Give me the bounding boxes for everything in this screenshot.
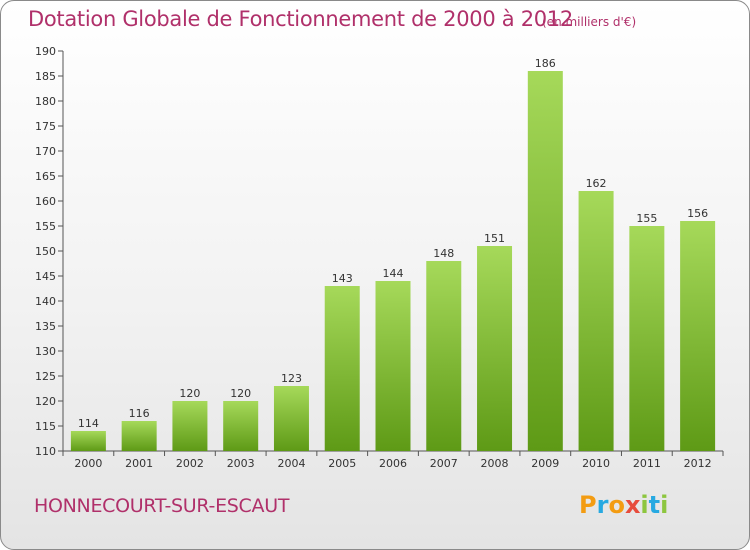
logo-letter: o (608, 491, 625, 519)
bar (680, 221, 716, 451)
x-tick-label: 2002 (176, 457, 204, 470)
bar (578, 191, 614, 451)
bar-value-label: 144 (383, 267, 404, 280)
logo-letter: r (596, 491, 609, 519)
bar-value-label: 116 (129, 407, 150, 420)
bar-value-label: 155 (636, 212, 657, 225)
bar (324, 286, 360, 451)
x-tick-label: 2005 (328, 457, 356, 470)
x-tick-label: 2007 (430, 457, 458, 470)
x-tick-label: 2000 (74, 457, 102, 470)
bar-value-label: 120 (179, 387, 200, 400)
y-tick-label: 125 (35, 370, 56, 383)
logo-letter: i (660, 491, 669, 519)
bar (121, 421, 157, 451)
bar-value-label: 120 (230, 387, 251, 400)
y-tick-label: 175 (35, 120, 56, 133)
y-tick-label: 145 (35, 270, 56, 283)
chart-title: Dotation Globale de Fonctionnement de 20… (28, 7, 573, 31)
bar-value-label: 148 (433, 247, 454, 260)
bar-value-label: 162 (586, 177, 607, 190)
bar (629, 226, 665, 451)
y-tick-label: 150 (35, 245, 56, 258)
bar-value-label: 186 (535, 57, 556, 70)
bar (273, 386, 309, 451)
bar (426, 261, 462, 451)
x-tick-label: 2001 (125, 457, 153, 470)
y-tick-label: 115 (35, 420, 56, 433)
bar (223, 401, 259, 451)
y-tick-label: 140 (35, 295, 56, 308)
y-tick-label: 165 (35, 170, 56, 183)
bar-value-label: 143 (332, 272, 353, 285)
logo-letter: P (579, 491, 597, 519)
x-tick-label: 2010 (582, 457, 610, 470)
y-tick-label: 135 (35, 320, 56, 333)
y-tick-label: 130 (35, 345, 56, 358)
y-tick-label: 185 (35, 70, 56, 83)
y-tick-label: 155 (35, 220, 56, 233)
y-tick-label: 110 (35, 445, 56, 458)
bar (527, 71, 563, 451)
bar (70, 431, 106, 451)
y-tick-label: 170 (35, 145, 56, 158)
x-tick-label: 2012 (684, 457, 712, 470)
proxiti-logo: Proxiti (579, 491, 668, 519)
y-tick-label: 160 (35, 195, 56, 208)
bar-value-label: 114 (78, 417, 99, 430)
x-tick-label: 2004 (277, 457, 305, 470)
x-tick-label: 2009 (531, 457, 559, 470)
x-tick-label: 2006 (379, 457, 407, 470)
bar-value-label: 123 (281, 372, 302, 385)
x-tick-label: 2008 (481, 457, 509, 470)
bar (172, 401, 208, 451)
bar (477, 246, 513, 451)
unit-note: (en milliers d'€) (542, 15, 637, 29)
logo-letter: x (624, 491, 641, 519)
bar (375, 281, 411, 451)
y-tick-label: 190 (35, 45, 56, 58)
bar-value-label: 156 (687, 207, 708, 220)
bar-value-label: 151 (484, 232, 505, 245)
logo-letter: t (648, 491, 661, 519)
x-tick-label: 2003 (227, 457, 255, 470)
x-tick-label: 2011 (633, 457, 661, 470)
logo-letter: i (640, 491, 649, 519)
y-tick-label: 120 (35, 395, 56, 408)
y-tick-label: 180 (35, 95, 56, 108)
commune-name: HONNECOURT-SUR-ESCAUT (34, 495, 290, 517)
